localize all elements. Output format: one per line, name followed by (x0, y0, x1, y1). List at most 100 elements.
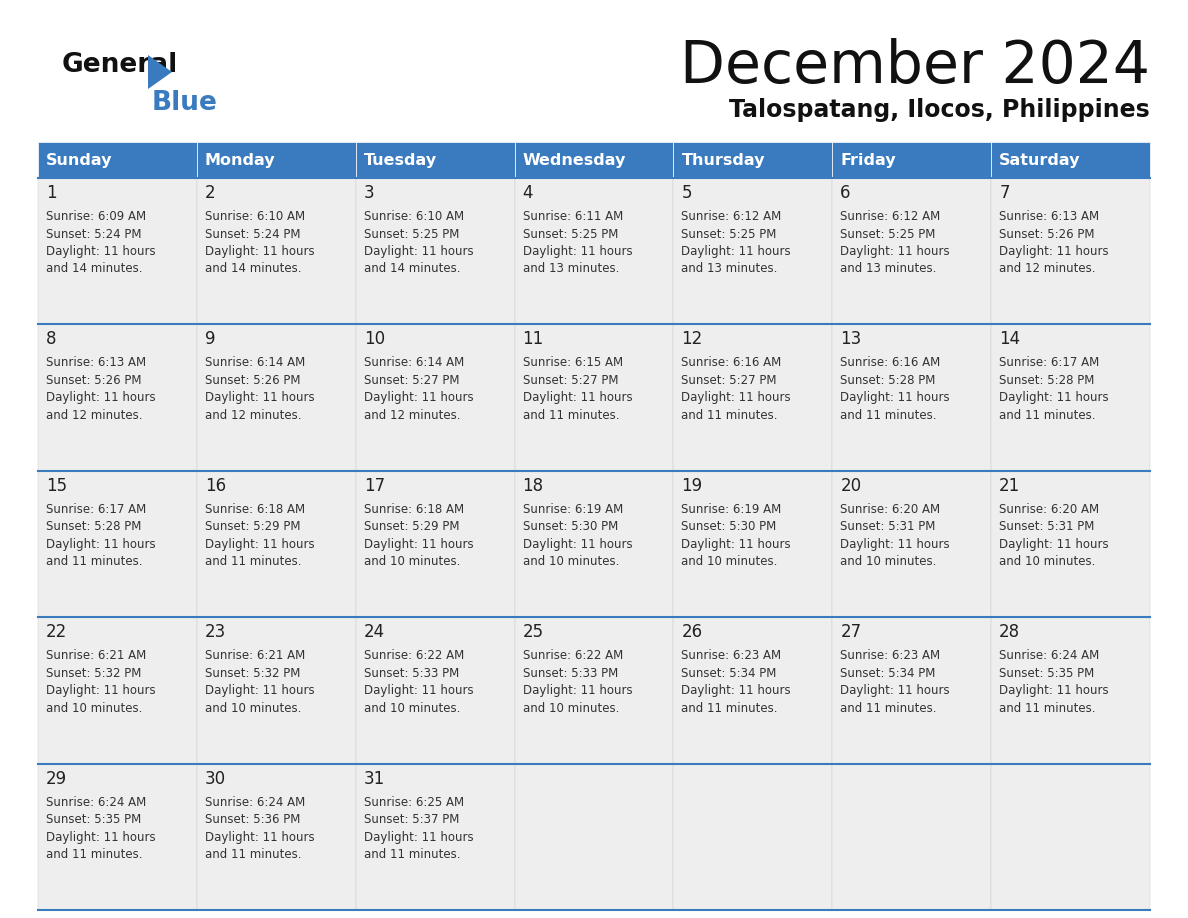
Text: Sunset: 5:26 PM: Sunset: 5:26 PM (999, 228, 1094, 241)
Text: Sunrise: 6:16 AM: Sunrise: 6:16 AM (682, 356, 782, 369)
Text: 7: 7 (999, 184, 1010, 202)
Text: Daylight: 11 hours: Daylight: 11 hours (204, 391, 315, 405)
Text: and 11 minutes.: and 11 minutes. (999, 701, 1095, 715)
Text: 3: 3 (364, 184, 374, 202)
Text: and 11 minutes.: and 11 minutes. (682, 701, 778, 715)
Polygon shape (148, 55, 172, 89)
Text: Sunset: 5:25 PM: Sunset: 5:25 PM (523, 228, 618, 241)
Text: Sunrise: 6:11 AM: Sunrise: 6:11 AM (523, 210, 623, 223)
Text: Sunset: 5:31 PM: Sunset: 5:31 PM (840, 521, 936, 533)
Text: Sunrise: 6:23 AM: Sunrise: 6:23 AM (840, 649, 941, 662)
Text: Daylight: 11 hours: Daylight: 11 hours (840, 245, 950, 258)
Text: 24: 24 (364, 623, 385, 641)
Bar (833, 178, 991, 324)
Text: and 10 minutes.: and 10 minutes. (682, 555, 778, 568)
Text: Daylight: 11 hours: Daylight: 11 hours (46, 245, 156, 258)
Bar (514, 324, 674, 471)
Bar (38, 471, 197, 617)
Text: Daylight: 11 hours: Daylight: 11 hours (840, 684, 950, 697)
Bar (355, 617, 514, 764)
Bar (833, 471, 991, 617)
Text: 16: 16 (204, 476, 226, 495)
Text: Sunset: 5:27 PM: Sunset: 5:27 PM (364, 374, 460, 386)
Text: Daylight: 11 hours: Daylight: 11 hours (523, 245, 632, 258)
Text: Sunrise: 6:15 AM: Sunrise: 6:15 AM (523, 356, 623, 369)
Text: Daylight: 11 hours: Daylight: 11 hours (204, 831, 315, 844)
Text: December 2024: December 2024 (680, 38, 1150, 95)
Text: 13: 13 (840, 330, 861, 349)
Bar (38, 178, 197, 324)
Text: Daylight: 11 hours: Daylight: 11 hours (204, 538, 315, 551)
Bar (674, 764, 833, 910)
Text: Sunset: 5:32 PM: Sunset: 5:32 PM (204, 666, 301, 679)
Bar (833, 764, 991, 910)
Bar (355, 178, 514, 324)
Bar (991, 142, 1150, 178)
Text: and 11 minutes.: and 11 minutes. (364, 848, 460, 861)
Text: and 13 minutes.: and 13 minutes. (840, 263, 936, 275)
Text: Sunrise: 6:14 AM: Sunrise: 6:14 AM (364, 356, 465, 369)
Text: Sunset: 5:34 PM: Sunset: 5:34 PM (840, 666, 936, 679)
Text: 17: 17 (364, 476, 385, 495)
Text: and 10 minutes.: and 10 minutes. (523, 555, 619, 568)
Text: 9: 9 (204, 330, 215, 349)
Bar (514, 142, 674, 178)
Text: Sunset: 5:33 PM: Sunset: 5:33 PM (523, 666, 618, 679)
Text: Sunrise: 6:20 AM: Sunrise: 6:20 AM (999, 503, 1099, 516)
Text: and 13 minutes.: and 13 minutes. (523, 263, 619, 275)
Bar (674, 178, 833, 324)
Text: Daylight: 11 hours: Daylight: 11 hours (682, 245, 791, 258)
Text: Sunset: 5:28 PM: Sunset: 5:28 PM (999, 374, 1094, 386)
Text: and 10 minutes.: and 10 minutes. (364, 701, 460, 715)
Bar (197, 471, 355, 617)
Text: Daylight: 11 hours: Daylight: 11 hours (364, 831, 473, 844)
Text: Sunrise: 6:13 AM: Sunrise: 6:13 AM (46, 356, 146, 369)
Text: Daylight: 11 hours: Daylight: 11 hours (840, 538, 950, 551)
Text: Daylight: 11 hours: Daylight: 11 hours (999, 684, 1108, 697)
Text: Monday: Monday (204, 152, 276, 167)
Text: Sunset: 5:29 PM: Sunset: 5:29 PM (364, 521, 460, 533)
Text: Sunrise: 6:17 AM: Sunrise: 6:17 AM (46, 503, 146, 516)
Text: and 11 minutes.: and 11 minutes. (682, 409, 778, 422)
Text: Daylight: 11 hours: Daylight: 11 hours (364, 391, 473, 405)
Text: Friday: Friday (840, 152, 896, 167)
Text: Daylight: 11 hours: Daylight: 11 hours (523, 391, 632, 405)
Text: Sunrise: 6:12 AM: Sunrise: 6:12 AM (682, 210, 782, 223)
Text: Sunset: 5:35 PM: Sunset: 5:35 PM (46, 813, 141, 826)
Bar (833, 324, 991, 471)
Text: Thursday: Thursday (682, 152, 765, 167)
Text: Sunrise: 6:25 AM: Sunrise: 6:25 AM (364, 796, 463, 809)
Text: Sunset: 5:27 PM: Sunset: 5:27 PM (523, 374, 618, 386)
Text: Sunrise: 6:17 AM: Sunrise: 6:17 AM (999, 356, 1099, 369)
Text: 23: 23 (204, 623, 226, 641)
Bar (38, 142, 197, 178)
Text: Sunrise: 6:16 AM: Sunrise: 6:16 AM (840, 356, 941, 369)
Text: Daylight: 11 hours: Daylight: 11 hours (46, 684, 156, 697)
Text: Sunrise: 6:14 AM: Sunrise: 6:14 AM (204, 356, 305, 369)
Text: Sunset: 5:37 PM: Sunset: 5:37 PM (364, 813, 459, 826)
Text: Sunset: 5:27 PM: Sunset: 5:27 PM (682, 374, 777, 386)
Text: and 13 minutes.: and 13 minutes. (682, 263, 778, 275)
Text: and 14 minutes.: and 14 minutes. (46, 263, 143, 275)
Text: Daylight: 11 hours: Daylight: 11 hours (204, 684, 315, 697)
Bar (38, 617, 197, 764)
Text: Sunday: Sunday (46, 152, 113, 167)
Bar (674, 142, 833, 178)
Bar (355, 764, 514, 910)
Text: 27: 27 (840, 623, 861, 641)
Text: and 11 minutes.: and 11 minutes. (204, 555, 302, 568)
Text: Sunset: 5:31 PM: Sunset: 5:31 PM (999, 521, 1094, 533)
Text: Daylight: 11 hours: Daylight: 11 hours (46, 391, 156, 405)
Text: Sunrise: 6:18 AM: Sunrise: 6:18 AM (204, 503, 305, 516)
Text: Sunset: 5:26 PM: Sunset: 5:26 PM (204, 374, 301, 386)
Text: and 14 minutes.: and 14 minutes. (364, 263, 460, 275)
Text: Sunset: 5:36 PM: Sunset: 5:36 PM (204, 813, 301, 826)
Bar (38, 764, 197, 910)
Text: and 11 minutes.: and 11 minutes. (204, 848, 302, 861)
Text: Daylight: 11 hours: Daylight: 11 hours (46, 831, 156, 844)
Text: Sunrise: 6:18 AM: Sunrise: 6:18 AM (364, 503, 463, 516)
Bar (197, 324, 355, 471)
Text: and 12 minutes.: and 12 minutes. (46, 409, 143, 422)
Text: 11: 11 (523, 330, 544, 349)
Text: Sunrise: 6:24 AM: Sunrise: 6:24 AM (204, 796, 305, 809)
